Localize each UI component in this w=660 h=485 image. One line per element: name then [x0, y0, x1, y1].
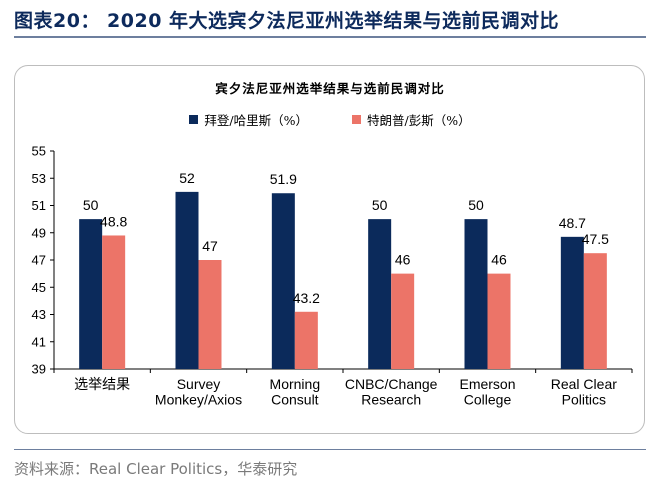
y-tick-label: 39	[32, 362, 46, 377]
bar-biden	[560, 236, 584, 369]
x-category-label: Emerson	[459, 376, 515, 392]
data-label: 46	[491, 252, 507, 268]
bar-trump	[198, 260, 222, 369]
bar-biden	[175, 191, 199, 369]
y-tick-label: 55	[32, 144, 46, 159]
chart-title: 宾夕法尼亚州选举结果与选前民调对比	[215, 81, 445, 96]
bar-biden	[271, 193, 295, 369]
bar-trump	[102, 235, 126, 369]
y-tick-label: 43	[32, 307, 46, 322]
bar-trump	[391, 273, 415, 369]
x-category-label: Real Clear	[551, 376, 617, 392]
legend-item-biden: 拜登/哈里斯（%）	[189, 110, 308, 129]
data-label: 46	[395, 252, 411, 268]
y-tick-label: 49	[32, 225, 46, 240]
legend: 拜登/哈里斯（%） 特朗普/彭斯（%）	[0, 110, 660, 129]
y-tick-label: 47	[32, 253, 46, 268]
bar-trump	[487, 273, 511, 369]
data-label: 48.8	[100, 213, 127, 229]
data-label: 48.7	[559, 215, 586, 231]
x-category-label: Politics	[562, 392, 606, 408]
bar-biden	[79, 219, 103, 369]
y-tick-label: 51	[32, 198, 46, 213]
x-category-label: CNBC/Change	[345, 376, 438, 392]
bar-trump	[583, 253, 607, 369]
data-label: 50	[468, 197, 484, 213]
bar-biden	[368, 219, 392, 369]
bar-trump	[294, 311, 318, 369]
y-tick-label: 53	[32, 171, 46, 186]
data-label: 52	[179, 170, 195, 186]
legend-label-trump: 特朗普/彭斯（%）	[367, 113, 471, 128]
data-label: 43.2	[293, 290, 320, 306]
legend-swatch-biden	[189, 115, 199, 124]
x-category-label: Survey	[177, 376, 221, 392]
y-tick-label: 41	[32, 334, 46, 349]
source-note: 资料来源：Real Clear Politics，华泰研究	[14, 460, 298, 478]
y-tick-label: 45	[32, 280, 46, 295]
data-label: 50	[372, 197, 388, 213]
x-category-label: Research	[361, 392, 421, 408]
x-category-label: Consult	[271, 392, 319, 408]
legend-swatch-trump	[352, 115, 361, 124]
figure-title: 图表20： 2020 年大选宾夕法尼亚州选举结果与选前民调对比	[14, 10, 560, 32]
title-rule	[14, 36, 646, 38]
x-category-label: Morning	[270, 376, 321, 392]
legend-item-trump: 特朗普/彭斯（%）	[352, 110, 471, 129]
source-rule	[14, 449, 646, 450]
x-category-label: Monkey/Axios	[155, 392, 242, 408]
bar-biden	[464, 219, 488, 369]
x-category-label: 选举结果	[74, 376, 130, 392]
data-label: 51.9	[270, 171, 297, 187]
x-category-label: College	[464, 392, 512, 408]
data-label: 47.5	[582, 231, 609, 247]
legend-label-biden: 拜登/哈里斯（%）	[204, 113, 308, 128]
data-label: 47	[202, 238, 218, 254]
data-label: 50	[83, 197, 99, 213]
